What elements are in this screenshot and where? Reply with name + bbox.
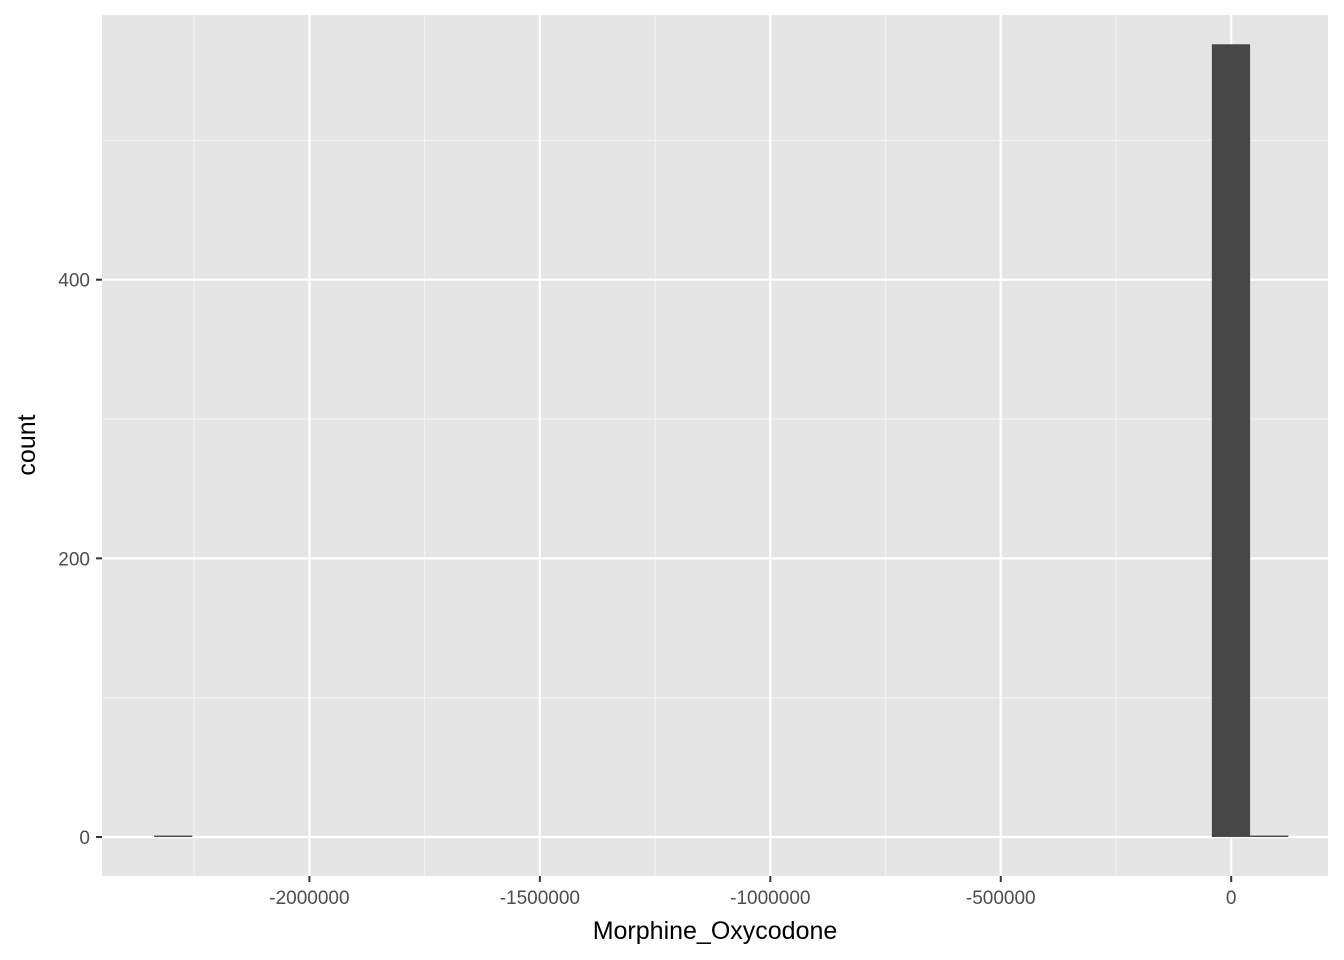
- x-tick-label: -1500000: [500, 888, 580, 909]
- histogram-bar: [1211, 44, 1251, 837]
- histogram-bar: [1250, 835, 1289, 837]
- y-axis-title: count: [13, 414, 41, 475]
- histogram-bars: [154, 44, 1289, 837]
- minor-gridlines: [102, 15, 1328, 876]
- histogram-bar: [154, 835, 193, 837]
- plot-panel: [102, 15, 1328, 876]
- x-tick-label: -2000000: [269, 888, 349, 909]
- x-tick-label: 0: [1226, 888, 1237, 909]
- y-axis-ticks: 0 200 400: [58, 271, 102, 849]
- y-tick-label: 400: [58, 271, 90, 292]
- x-tick-label: -1000000: [730, 888, 810, 909]
- x-axis-title: Morphine_Oxycodone: [593, 917, 838, 945]
- x-axis-ticks: -2000000 -1500000 -1000000 -500000 0: [269, 876, 1236, 909]
- x-tick-label: -500000: [966, 888, 1036, 909]
- y-tick-label: 200: [58, 549, 90, 570]
- y-tick-label: 0: [79, 828, 90, 849]
